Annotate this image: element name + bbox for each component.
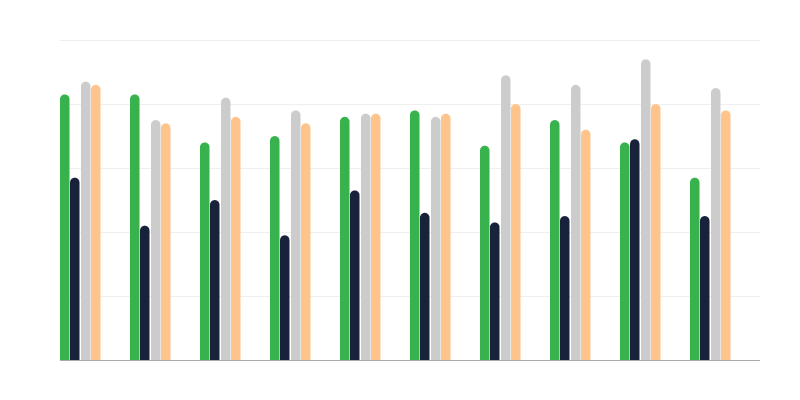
bar-series-2-group-6 — [420, 212, 430, 360]
bar-series-2-group-10 — [700, 216, 710, 360]
bar-series-3-group-3 — [221, 97, 231, 360]
bar-series-2-group-1 — [70, 177, 80, 360]
bar-series-1-group-3 — [200, 142, 210, 360]
bar-series-4-group-10 — [721, 110, 731, 361]
bar-series-1-group-7 — [480, 145, 490, 360]
bar-series-4-group-3 — [231, 116, 241, 360]
bar-series-1-group-5 — [340, 116, 350, 360]
bar-series-3-group-10 — [711, 88, 721, 360]
bar-series-4-group-1 — [91, 84, 101, 361]
bar-series-3-group-1 — [81, 81, 91, 360]
bar-series-3-group-2 — [151, 120, 161, 361]
bar-series-2-group-2 — [140, 225, 150, 360]
bar-series-3-group-4 — [291, 110, 301, 361]
bar-series-2-group-7 — [490, 222, 500, 360]
bar-series-4-group-8 — [581, 129, 591, 360]
bar-series-1-group-4 — [270, 136, 280, 360]
bar-series-3-group-9 — [641, 59, 651, 360]
bar-series-1-group-6 — [410, 110, 420, 361]
bar-series-1-group-10 — [690, 177, 700, 360]
bar-series-3-group-8 — [571, 84, 581, 361]
bar-series-4-group-6 — [441, 113, 451, 360]
bars — [60, 59, 731, 361]
bar-series-4-group-2 — [161, 123, 171, 360]
bar-series-2-group-4 — [280, 235, 290, 360]
bar-series-3-group-6 — [431, 116, 441, 360]
bar-series-2-group-5 — [350, 190, 360, 360]
bar-series-3-group-7 — [501, 75, 511, 360]
bar-series-2-group-8 — [560, 216, 570, 360]
bar-series-3-group-5 — [361, 113, 371, 360]
bar-series-1-group-2 — [130, 94, 140, 361]
bar-series-2-group-3 — [210, 200, 220, 360]
bar-series-1-group-1 — [60, 94, 70, 361]
bar-series-4-group-7 — [511, 104, 521, 360]
bar-series-1-group-8 — [550, 120, 560, 361]
bar-series-4-group-4 — [301, 123, 311, 360]
bar-series-2-group-9 — [630, 139, 640, 360]
bar-series-4-group-9 — [651, 104, 661, 360]
bar-series-4-group-5 — [371, 113, 381, 360]
bar-series-1-group-9 — [620, 142, 630, 360]
